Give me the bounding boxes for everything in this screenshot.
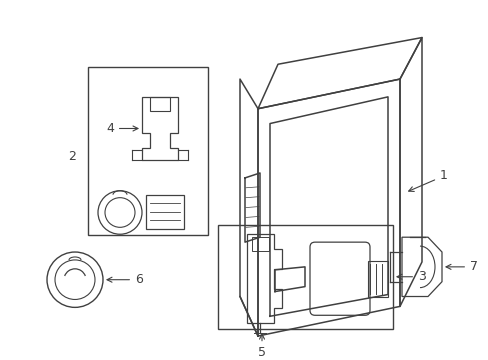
Text: 6: 6	[107, 273, 142, 286]
Text: 3: 3	[396, 270, 425, 283]
Text: 4: 4	[106, 122, 138, 135]
Bar	[88, 67, 207, 235]
Text: 5: 5	[258, 334, 265, 359]
Text: 1: 1	[408, 170, 447, 192]
Text: 2: 2	[68, 150, 76, 163]
Text: 7: 7	[445, 260, 477, 273]
Bar	[218, 225, 392, 329]
